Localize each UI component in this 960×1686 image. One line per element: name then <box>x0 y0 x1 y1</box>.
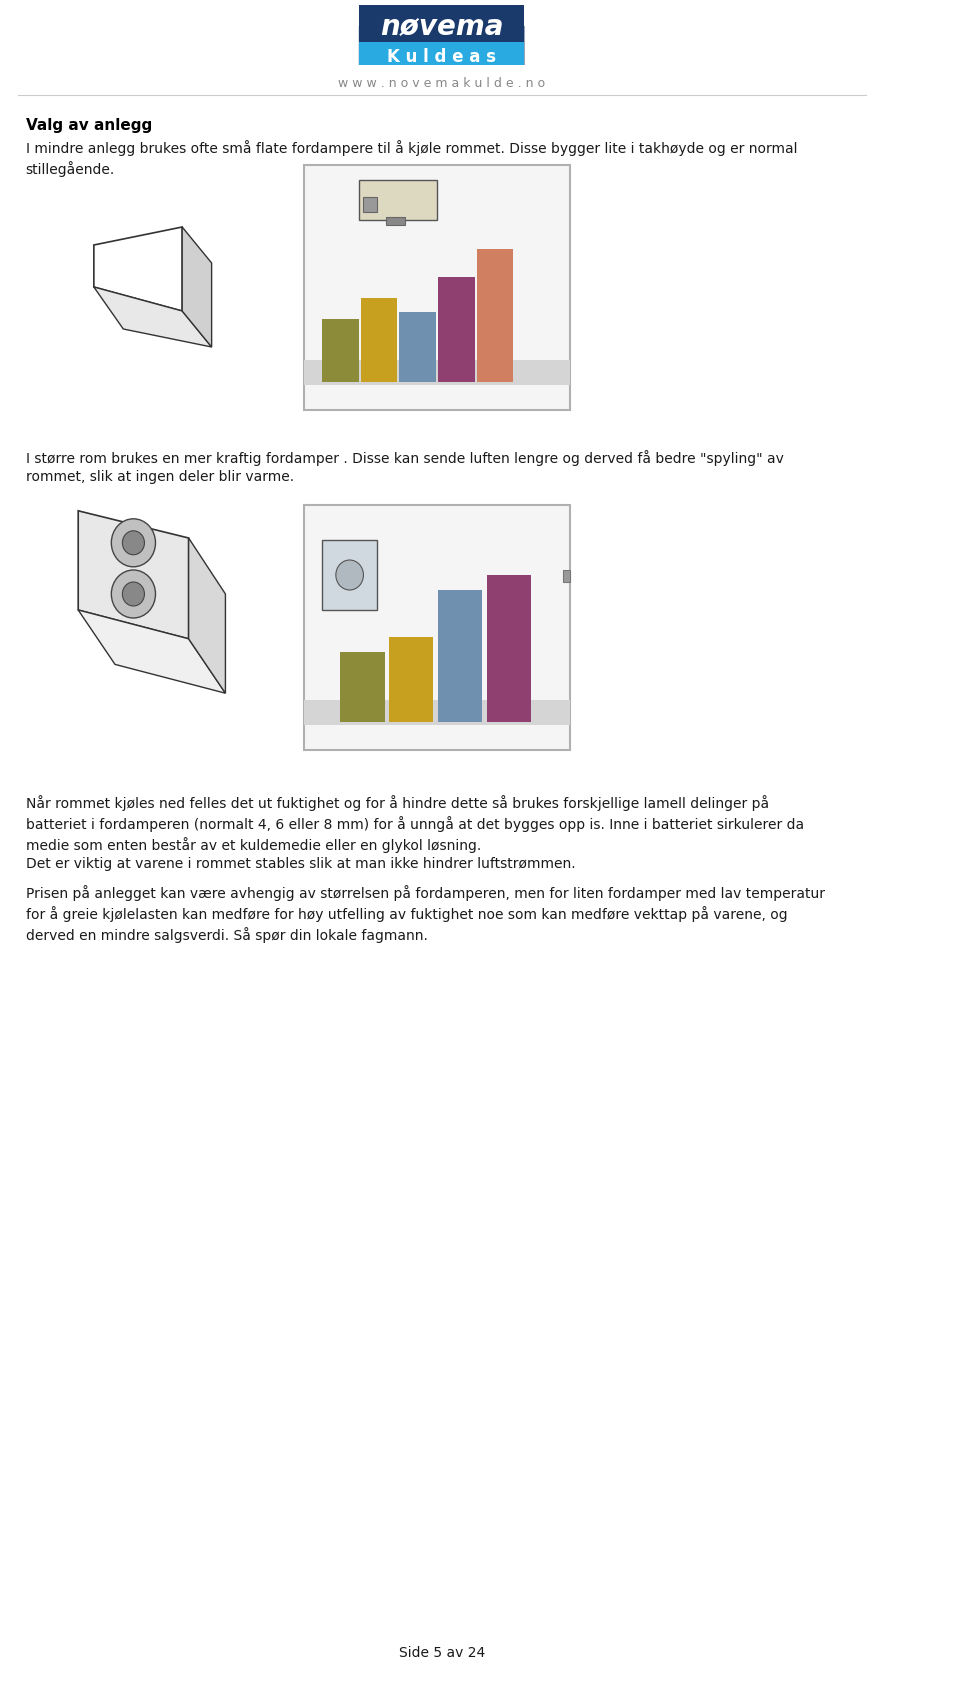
Bar <box>359 5 524 27</box>
Text: Når rommet kjøles ned felles det ut fuktighet og for å hindre dette så brukes fo: Når rommet kjøles ned felles det ut fukt… <box>26 796 804 853</box>
Bar <box>303 506 570 750</box>
FancyBboxPatch shape <box>359 25 524 66</box>
Bar <box>487 575 531 722</box>
Polygon shape <box>78 610 226 693</box>
Bar <box>399 312 436 383</box>
Text: Side 5 av 24: Side 5 av 24 <box>398 1646 485 1661</box>
Circle shape <box>111 519 156 566</box>
Bar <box>341 652 385 722</box>
Bar <box>359 180 437 219</box>
Polygon shape <box>182 228 211 347</box>
Bar <box>438 277 475 383</box>
Polygon shape <box>188 538 226 693</box>
Bar <box>322 319 359 383</box>
Circle shape <box>122 582 144 605</box>
Bar <box>359 42 524 66</box>
Text: K u l d e a s: K u l d e a s <box>387 47 496 66</box>
Circle shape <box>336 560 364 590</box>
Bar <box>303 700 570 725</box>
Text: w w w . n o v e m a k u l d e . n o: w w w . n o v e m a k u l d e . n o <box>338 76 545 89</box>
Text: nøvema: nøvema <box>380 13 503 40</box>
Text: Valg av anlegg: Valg av anlegg <box>26 118 152 133</box>
Bar <box>303 361 570 384</box>
Bar <box>364 197 377 212</box>
Text: I mindre anlegg brukes ofte små flate fordampere til å kjøle rommet. Disse bygge: I mindre anlegg brukes ofte små flate fo… <box>26 140 797 177</box>
Polygon shape <box>94 287 211 347</box>
Bar <box>303 165 570 410</box>
Polygon shape <box>78 511 188 639</box>
Bar <box>476 250 514 383</box>
Bar <box>389 637 433 722</box>
Bar <box>361 298 397 383</box>
Bar <box>564 570 570 582</box>
Bar <box>438 590 482 722</box>
Text: I større rom brukes en mer kraftig fordamper . Disse kan sende luften lengre og : I større rom brukes en mer kraftig forda… <box>26 450 783 484</box>
Circle shape <box>122 531 144 555</box>
Bar <box>322 540 377 610</box>
Text: Det er viktig at varene i rommet stables slik at man ikke hindrer luftstrømmen.: Det er viktig at varene i rommet stables… <box>26 856 575 872</box>
Bar <box>387 217 405 224</box>
Circle shape <box>111 570 156 619</box>
Text: Prisen på anlegget kan være avhengig av størrelsen på fordamperen, men for liten: Prisen på anlegget kan være avhengig av … <box>26 885 825 942</box>
